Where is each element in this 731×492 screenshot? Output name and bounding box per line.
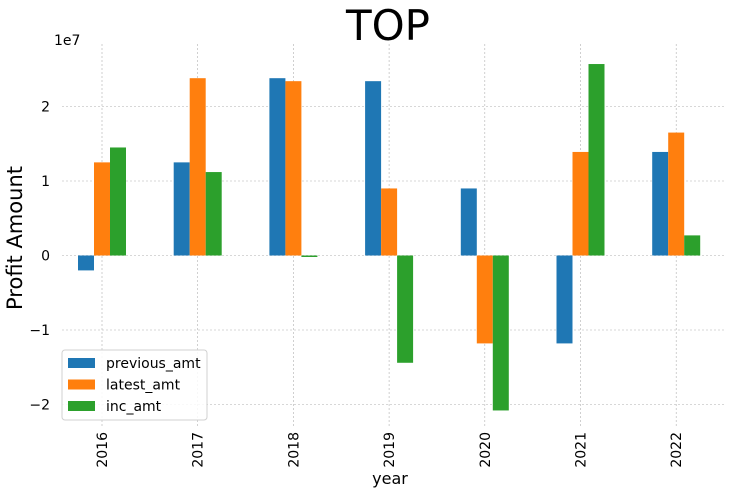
legend-label-inc_amt: inc_amt (106, 399, 162, 415)
bar-inc_amt-2018 (301, 255, 318, 257)
bar-inc_amt-2016 (110, 147, 126, 256)
bar-previous_amt-2016 (78, 255, 94, 271)
bar-latest_amt-2021 (572, 151, 589, 256)
bars (78, 64, 701, 411)
bar-previous_amt-2021 (556, 255, 573, 344)
y-tick-label: −1 (29, 323, 50, 339)
bar-inc_amt-2017 (205, 172, 222, 256)
bar-latest_amt-2017 (189, 78, 206, 256)
bar-inc_amt-2020 (492, 255, 509, 411)
legend-label-previous_amt: previous_amt (106, 356, 201, 372)
legend-label-latest_amt: latest_amt (106, 378, 181, 394)
bar-previous_amt-2022 (652, 151, 669, 256)
bar-latest_amt-2016 (94, 162, 110, 256)
bar-latest_amt-2019 (381, 188, 398, 256)
y-tick-label: 0 (41, 249, 50, 265)
x-tick-label: 2016 (95, 432, 111, 468)
bar-previous_amt-2019 (365, 81, 382, 256)
legend-swatch-inc_amt (68, 401, 95, 411)
x-tick-label: 2017 (191, 432, 207, 468)
bar-inc_amt-2022 (684, 235, 701, 256)
y-tick-label: 2 (41, 100, 50, 116)
x-tick-label: 2018 (286, 432, 302, 468)
x-tick-label: 2019 (382, 432, 398, 468)
legend-box (61, 349, 208, 421)
y-axis-label: Profit Amount (3, 166, 27, 310)
x-tick-label: 2021 (574, 432, 590, 468)
bar-previous_amt-2020 (460, 188, 477, 256)
bar-previous_amt-2018 (269, 78, 286, 256)
bar-latest_amt-2020 (476, 255, 493, 344)
bar-latest_amt-2022 (668, 132, 685, 256)
y-tick-label: 1 (41, 174, 50, 190)
bar-previous_amt-2017 (173, 162, 190, 256)
bar-inc_amt-2021 (588, 64, 605, 256)
bar-inc_amt-2019 (397, 255, 414, 363)
chart-title: TOP (345, 1, 430, 50)
y-tick-label: −2 (29, 398, 50, 414)
bar-latest_amt-2018 (285, 81, 302, 256)
legend-swatch-latest_amt (68, 379, 95, 390)
x-tick-label: 2022 (669, 432, 685, 468)
y-scale-label: 1e7 (54, 33, 80, 49)
x-tick-label: 2020 (478, 432, 494, 468)
x-axis-label: year (372, 469, 408, 488)
tick-labels: −2 −1 0 1 2 2016 2017 2018 2019 2020 2021 2022 (29, 100, 685, 468)
legend-swatch-previous_amt (68, 358, 95, 368)
legend: previous_amt latest_amt inc_amt (61, 349, 208, 421)
